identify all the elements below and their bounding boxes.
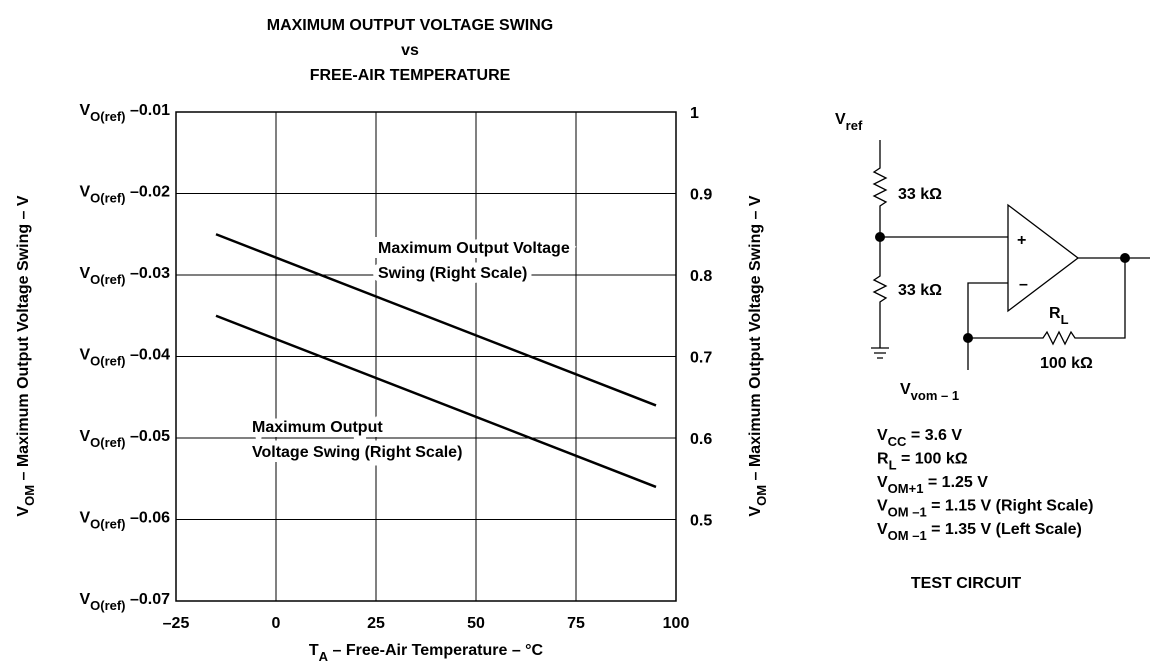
condition: VOM –1 = 1.35 V (Left Scale)	[877, 521, 1082, 543]
plot-frame	[175, 111, 677, 602]
series-label: Maximum Output Voltage	[378, 240, 570, 257]
condition: VCC = 3.6 V	[877, 427, 962, 449]
caption: TEST CIRCUIT	[911, 575, 1021, 592]
y-axis-label-part: OM	[22, 485, 37, 506]
vvom-label-part: V	[900, 381, 911, 398]
y-tick-label-part: O(ref)	[90, 598, 125, 613]
y-tick-label-part: –0.03	[126, 265, 171, 282]
y-tick-label-part: O(ref)	[90, 191, 125, 206]
y2-axis-label-part: – Maximum Output Voltage Swing – V	[747, 195, 764, 485]
y-tick-label-part: V	[79, 102, 90, 119]
condition-part: = 1.25 V	[923, 474, 988, 491]
condition-part: = 3.6 V	[906, 427, 962, 444]
x-tick-label: 100	[663, 615, 690, 632]
y2-tick-label: 0.6	[690, 431, 712, 448]
resistor-label: 33 kΩ	[898, 186, 942, 203]
series-line	[215, 314, 657, 489]
y2-tick-label: 0.8	[690, 268, 712, 285]
chart-title: vs	[401, 42, 419, 59]
vref-label-part: ref	[846, 118, 863, 133]
condition-part: V	[877, 521, 888, 538]
condition-part: = 100 kΩ	[897, 451, 968, 468]
y-tick-label-part: O(ref)	[90, 517, 125, 532]
condition-part: OM –1	[888, 528, 927, 543]
y-tick-label-part: –0.07	[126, 591, 171, 608]
rl-value: 100 kΩ	[1040, 355, 1093, 372]
x-axis-label-part: A	[319, 649, 329, 664]
vref-label: Vref	[835, 111, 863, 133]
x-tick-label: 50	[467, 615, 485, 632]
y-tick-label-part: O(ref)	[90, 272, 125, 287]
condition: RL = 100 kΩ	[877, 451, 968, 473]
y-tick-label-part: V	[79, 347, 90, 364]
y2-axis-label-part: V	[747, 506, 764, 517]
series-label: Voltage Swing (Right Scale)	[252, 444, 462, 461]
y-tick-label: VO(ref) –0.05	[79, 428, 170, 450]
y-tick-label: VO(ref) –0.01	[79, 102, 170, 124]
rl-label: RL	[1049, 305, 1069, 327]
y-tick-label-part: O(ref)	[90, 354, 125, 369]
y-tick-label: VO(ref) –0.02	[79, 184, 170, 206]
series-label: Maximum Output	[252, 419, 383, 436]
y-tick-label: VO(ref) –0.03	[79, 265, 170, 287]
series-label: Swing (Right Scale)	[378, 265, 527, 282]
y-tick-label-part: O(ref)	[90, 109, 125, 124]
y-tick-label-part: –0.02	[126, 184, 171, 201]
chart-title: MAXIMUM OUTPUT VOLTAGE SWING	[267, 17, 554, 34]
y-tick-label: VO(ref) –0.07	[79, 591, 170, 613]
x-tick-label: –25	[163, 615, 190, 632]
condition-part: OM+1	[888, 481, 924, 496]
opamp-plus: +	[1017, 232, 1026, 249]
y-tick-label: VO(ref) –0.06	[79, 510, 170, 532]
y-tick-label-part: –0.04	[126, 347, 171, 364]
y-tick-label-part: V	[79, 265, 90, 282]
rl-label-part: L	[1061, 312, 1069, 327]
condition-part: OM –1	[888, 505, 927, 520]
condition-part: V	[877, 474, 888, 491]
y-tick-label-part: V	[79, 510, 90, 527]
x-tick-label: 0	[272, 615, 281, 632]
resistor-label: 33 kΩ	[898, 282, 942, 299]
y-tick-label-part: O(ref)	[90, 435, 125, 450]
y-tick-label: VO(ref) –0.04	[79, 347, 170, 369]
x-tick-label: 25	[367, 615, 385, 632]
y-tick-label-part: –0.05	[126, 428, 171, 445]
y-axis-label-part: V	[15, 506, 32, 517]
opamp-minus: –	[1019, 276, 1028, 293]
x-axis-label-part: – Free-Air Temperature – °C	[328, 642, 544, 659]
y-tick-label-part: –0.01	[126, 102, 171, 119]
y2-tick-label: 1	[690, 105, 699, 122]
x-axis-label: TA – Free-Air Temperature – °C	[309, 642, 544, 664]
y-tick-label-part: –0.06	[126, 510, 171, 527]
condition: VOM –1 = 1.15 V (Right Scale)	[877, 498, 1093, 520]
y2-tick-label: 0.7	[690, 350, 712, 367]
y-tick-label-part: V	[79, 428, 90, 445]
x-tick-label: 75	[567, 615, 585, 632]
condition-part: CC	[888, 434, 907, 449]
rl-label-part: R	[1049, 305, 1061, 322]
test-circuit-wires	[871, 140, 1150, 370]
condition-part: V	[877, 427, 888, 444]
condition-part: = 1.15 V (Right Scale)	[927, 498, 1094, 515]
condition-part: R	[877, 451, 889, 468]
vvom-label-part: vom – 1	[911, 388, 959, 403]
condition-part: L	[889, 458, 897, 473]
condition: VOM+1 = 1.25 V	[877, 474, 988, 496]
y2-axis-label-part: OM	[754, 485, 769, 506]
condition-part: V	[877, 498, 888, 515]
y2-tick-label: 0.9	[690, 187, 712, 204]
y2-tick-label: 0.5	[690, 513, 712, 530]
series-line	[215, 233, 657, 407]
x-axis-label-part: T	[309, 642, 319, 659]
vvom-label: Vvom – 1	[900, 381, 959, 403]
y-tick-label-part: V	[79, 184, 90, 201]
condition-part: = 1.35 V (Left Scale)	[927, 521, 1082, 538]
chart-title: FREE-AIR TEMPERATURE	[310, 67, 511, 84]
y-tick-label-part: V	[79, 591, 90, 608]
y-axis-label-part: – Maximum Output Voltage Swing – V	[15, 195, 32, 485]
y-axis-label: VOM – Maximum Output Voltage Swing – V	[15, 195, 37, 516]
vref-label-part: V	[835, 111, 846, 128]
y2-axis-label: VOM – Maximum Output Voltage Swing – V	[747, 195, 769, 516]
